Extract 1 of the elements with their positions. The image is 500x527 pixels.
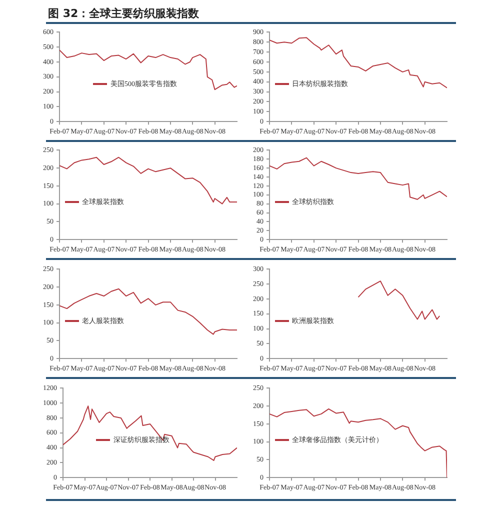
chart-title: 图 32：全球主要纺织服装指数 [48, 6, 200, 21]
